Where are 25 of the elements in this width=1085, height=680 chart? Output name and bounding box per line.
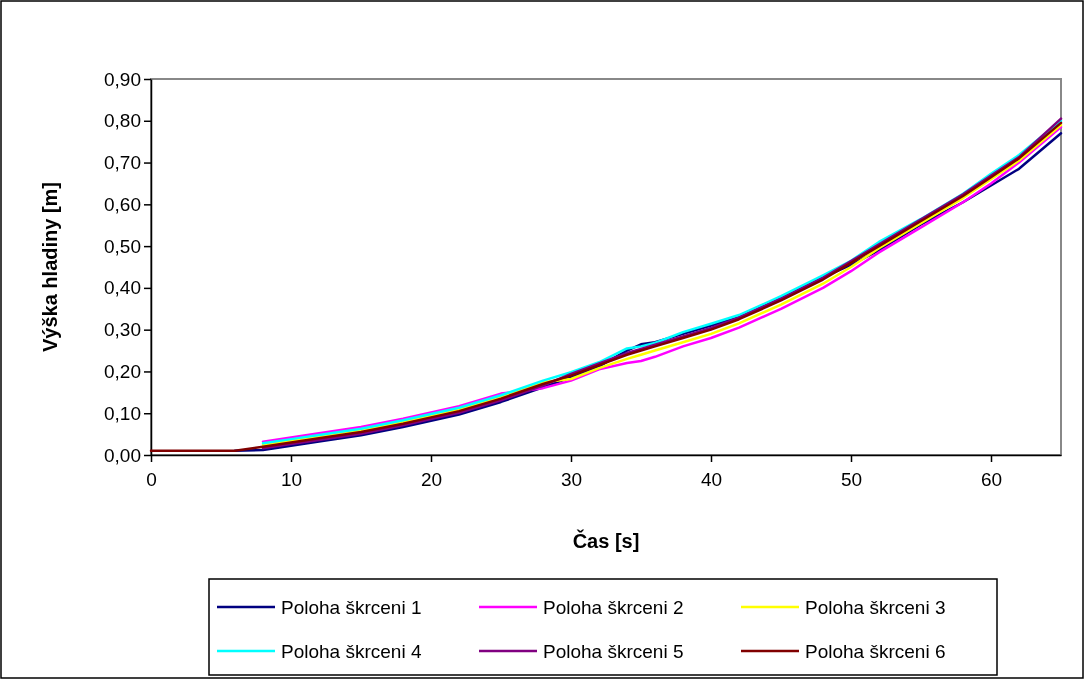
y-tick-label: 0,70 (104, 152, 141, 174)
x-axis-title: Čas [s] (572, 529, 640, 552)
x-tick-label: 60 (980, 468, 1003, 490)
x-tick-label: 10 (280, 468, 303, 490)
y-tick-label: 0,60 (104, 193, 141, 215)
x-tick-label: 20 (420, 468, 443, 490)
y-tick-label: 0,50 (104, 235, 141, 257)
x-tick-label: 30 (560, 468, 583, 490)
y-axis-title: Výška hladiny [m] (39, 181, 61, 353)
y-tick-label: 0,80 (104, 110, 141, 132)
legend-label: Poloha škrceni 3 (805, 597, 946, 618)
legend-label: Poloha škrceni 2 (543, 597, 684, 618)
y-tick-label: 0,10 (104, 402, 141, 424)
legend-label: Poloha škrceni 4 (281, 641, 422, 662)
y-tick-label: 0,40 (104, 277, 141, 299)
y-tick-label: 0,90 (104, 68, 141, 90)
y-tick-label: 0,30 (104, 319, 141, 341)
x-tick-label: 40 (700, 468, 723, 490)
x-tick-label: 50 (840, 468, 863, 490)
legend-label: Poloha škrceni 6 (805, 641, 946, 662)
x-tick-label: 0 (146, 468, 157, 490)
y-tick-label: 0,20 (104, 361, 141, 383)
legend-label: Poloha škrceni 1 (281, 597, 422, 618)
legend-label: Poloha škrceni 5 (543, 641, 684, 662)
y-tick-label: 0,00 (104, 444, 141, 466)
